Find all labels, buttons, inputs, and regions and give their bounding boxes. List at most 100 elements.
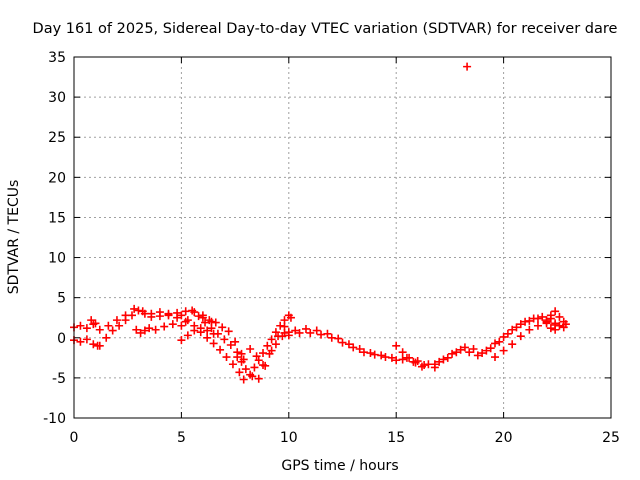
series-arc-i (188, 306, 248, 364)
series-arc-a (70, 320, 104, 334)
data-point (312, 326, 321, 335)
data-point (108, 326, 117, 335)
data-point (295, 328, 304, 337)
data-point (228, 360, 237, 369)
series-arc-k (233, 311, 293, 379)
data-point (138, 307, 147, 316)
data-point (168, 320, 177, 329)
data-point (317, 330, 326, 339)
data-point (198, 313, 207, 322)
data-point (377, 351, 386, 360)
data-point (76, 337, 85, 346)
data-point (95, 325, 104, 334)
data-point (555, 312, 564, 321)
data-point (469, 345, 478, 354)
series-arc-l (246, 328, 293, 370)
data-point (355, 345, 364, 354)
data-point (338, 338, 347, 347)
data-point (542, 317, 551, 326)
data-point (140, 326, 149, 335)
data-point (370, 350, 379, 359)
data-point (276, 321, 285, 330)
series-arc-p (392, 341, 426, 371)
plot-frame (73, 56, 612, 419)
data-point (136, 328, 145, 337)
data-point (503, 329, 512, 338)
data-point (439, 355, 448, 364)
data-point (559, 323, 568, 332)
data-point (417, 362, 426, 371)
data-point (286, 313, 295, 322)
data-point (551, 325, 560, 334)
data-point (121, 311, 130, 320)
series-arc-g (177, 311, 248, 384)
data-point (263, 341, 272, 350)
data-point (478, 349, 487, 358)
data-point (237, 357, 246, 366)
x-tick-label: 15 (387, 430, 405, 446)
data-point (529, 314, 538, 323)
data-point (188, 306, 197, 315)
data-point (301, 324, 310, 333)
data-point (551, 307, 560, 316)
data-point (164, 311, 173, 320)
data-point (327, 333, 336, 342)
data-point (516, 332, 525, 341)
series-arc-e (104, 304, 190, 330)
data-point (246, 345, 255, 354)
data-point (259, 349, 268, 358)
data-point (430, 360, 439, 369)
data-point (194, 312, 203, 321)
data-point (521, 317, 530, 326)
data-point (241, 365, 250, 374)
data-point (183, 331, 192, 340)
data-point (112, 316, 121, 325)
x-tick-label: 10 (280, 430, 298, 446)
x-tick-label: 0 (70, 430, 79, 446)
data-point (411, 358, 420, 367)
series-arc-h (177, 324, 218, 345)
y-tick-label: 25 (48, 130, 66, 146)
data-point (235, 368, 244, 377)
series-outlier (463, 62, 472, 71)
data-point (284, 331, 293, 340)
data-point (267, 346, 276, 355)
data-point (349, 343, 358, 352)
data-point (218, 323, 227, 332)
data-points (70, 62, 570, 384)
y-tick-label: 20 (48, 170, 66, 186)
data-point (222, 353, 231, 362)
data-point (226, 340, 235, 349)
data-point (271, 340, 280, 349)
data-point (491, 339, 500, 348)
data-point (499, 346, 508, 355)
data-point (151, 325, 160, 334)
data-point (203, 333, 212, 342)
data-point (177, 311, 186, 320)
data-point (508, 325, 517, 334)
y-tick-label: 0 (57, 331, 66, 347)
data-point (203, 326, 212, 335)
data-point (91, 319, 100, 328)
data-point (130, 304, 139, 313)
series-arc-j (198, 313, 246, 358)
data-point (252, 352, 261, 361)
data-point (87, 316, 96, 325)
data-point (448, 349, 457, 358)
y-tick-label: 10 (48, 251, 66, 267)
data-point (323, 329, 332, 338)
data-point (201, 318, 210, 327)
data-point (465, 348, 474, 357)
data-point (196, 324, 205, 333)
data-point (271, 328, 280, 337)
data-point (254, 374, 263, 383)
data-point (473, 351, 482, 360)
data-point (231, 337, 240, 346)
data-point (508, 340, 517, 349)
data-point (381, 353, 390, 362)
data-point (261, 361, 270, 370)
series-arc-r (435, 312, 555, 366)
data-point (237, 349, 246, 358)
data-point (546, 324, 555, 333)
data-point (209, 339, 218, 348)
